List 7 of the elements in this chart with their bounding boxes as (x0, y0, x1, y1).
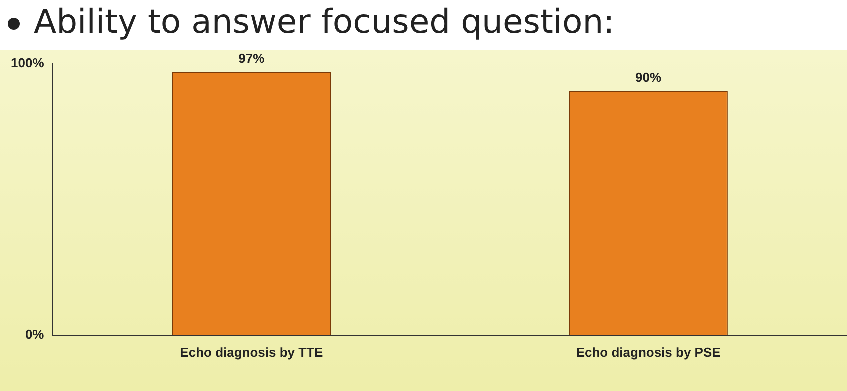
data-label: 97% (238, 51, 266, 66)
y-tick-label: 0% (25, 326, 45, 342)
y-tick-label: 100% (11, 56, 45, 71)
x-tick-label: Echo diagnosis by PSE (576, 344, 722, 360)
data-label: 90% (636, 70, 662, 86)
chart-title: Ability to answer focused question: (34, 2, 615, 41)
x-tick-label: Echo diagnosis by TTE (180, 344, 324, 360)
